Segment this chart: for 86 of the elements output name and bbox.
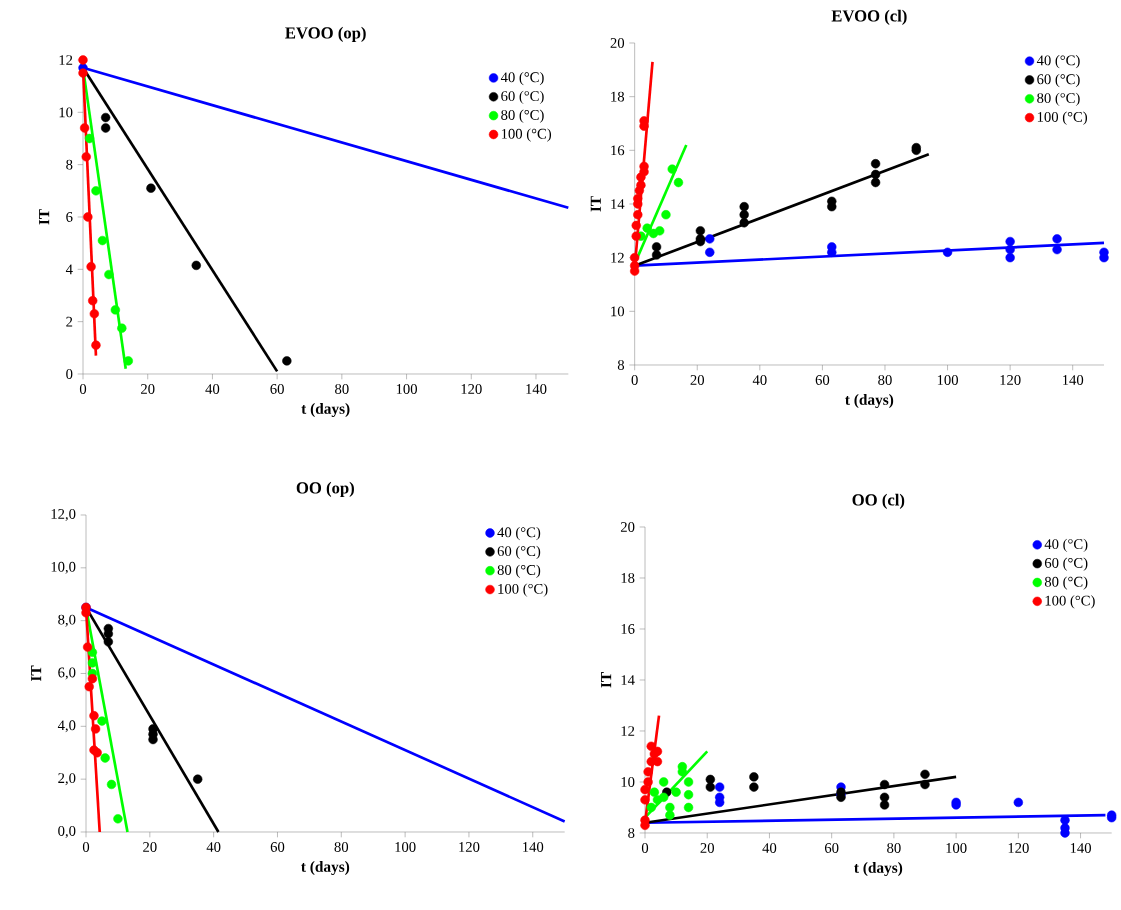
x-tick-label: 100 bbox=[937, 375, 958, 385]
x-tick-label: 60 bbox=[824, 843, 839, 853]
y-tick-label: 12 bbox=[59, 55, 73, 65]
x-tick-label: 140 bbox=[1063, 375, 1084, 385]
legend-label: 100 (°C) bbox=[1037, 111, 1088, 125]
legend-label: 40 (°C) bbox=[1044, 538, 1088, 552]
y-tick-label: 8 bbox=[617, 360, 625, 370]
y-tick-label: 8 bbox=[66, 159, 73, 170]
y-tick-label: 2,0 bbox=[58, 773, 76, 786]
x-axis-title: t (days) bbox=[301, 861, 350, 876]
y-axis-title: IT bbox=[590, 196, 601, 212]
x-tick-label: 140 bbox=[526, 384, 547, 394]
x-tick-label: 40 bbox=[752, 375, 767, 385]
x-axis-title: t (days) bbox=[845, 394, 894, 409]
y-tick-label: 2 bbox=[66, 316, 73, 327]
x-tick-label: 80 bbox=[335, 384, 349, 394]
y-tick-label: 4,0 bbox=[57, 720, 76, 733]
x-tick-label: 100 bbox=[396, 384, 417, 394]
x-tick-label: 140 bbox=[523, 842, 544, 852]
y-tick-label: 6 bbox=[66, 212, 73, 222]
y-tick-label: 12 bbox=[621, 726, 635, 736]
y-tick-label: 10,0 bbox=[51, 561, 76, 574]
y-tick-label: 4 bbox=[65, 264, 73, 275]
y-tick-label: 10 bbox=[611, 306, 625, 317]
y-tick-label: 8,0 bbox=[58, 614, 76, 627]
x-axis-title: t (days) bbox=[854, 862, 903, 877]
y-tick-label: 14 bbox=[621, 675, 635, 685]
y-tick-label: 10 bbox=[621, 777, 635, 787]
legend-label: 40 (°C) bbox=[497, 526, 541, 541]
y-tick-label: 16 bbox=[621, 624, 635, 634]
y-axis-title: IT bbox=[601, 672, 612, 688]
x-tick-label: 140 bbox=[1070, 843, 1091, 853]
x-tick-label: 20 bbox=[690, 375, 705, 385]
legend-label: 100 (°C) bbox=[498, 583, 548, 597]
legend-label: 40 (°C) bbox=[1036, 55, 1080, 69]
y-tick-label: 20 bbox=[620, 522, 635, 532]
legend-label: 100 (°C) bbox=[1045, 595, 1095, 609]
x-tick-label: 60 bbox=[815, 375, 830, 385]
chart-title: OO (cl) bbox=[852, 493, 905, 509]
legend-label: 80 (°C) bbox=[501, 109, 544, 123]
x-tick-label: 60 bbox=[270, 384, 284, 394]
legend-label: 60 (°C) bbox=[497, 545, 541, 560]
x-tick-label: 60 bbox=[270, 842, 285, 852]
y-tick-label: 8 bbox=[628, 828, 635, 838]
y-tick-label: 10 bbox=[59, 107, 73, 118]
x-tick-label: 100 bbox=[395, 842, 416, 852]
x-tick-label: 40 bbox=[205, 384, 220, 394]
y-tick-label: 18 bbox=[611, 91, 625, 102]
legend-label: 60 (°C) bbox=[1044, 557, 1088, 571]
x-tick-label: 120 bbox=[1000, 375, 1021, 385]
y-tick-label: 16 bbox=[611, 145, 625, 156]
x-tick-label: 120 bbox=[1008, 843, 1029, 853]
y-tick-label: 14 bbox=[611, 199, 625, 209]
x-tick-label: 0 bbox=[641, 843, 649, 853]
y-tick-label: 20 bbox=[610, 38, 625, 48]
y-tick-label: 18 bbox=[621, 573, 635, 583]
x-tick-label: 0 bbox=[79, 384, 87, 394]
chart-title: OO (op) bbox=[296, 481, 354, 497]
x-tick-label: 0 bbox=[82, 842, 90, 852]
y-tick-label: 0,0 bbox=[58, 825, 76, 838]
y-axis-title: IT bbox=[31, 665, 42, 682]
legend-label: 80 (°C) bbox=[1037, 92, 1080, 107]
x-tick-label: 20 bbox=[141, 384, 155, 394]
x-tick-label: 80 bbox=[878, 375, 892, 385]
chart-title: EVOO (op) bbox=[285, 26, 366, 42]
x-tick-label: 40 bbox=[206, 842, 221, 852]
legend-label: 60 (°C) bbox=[501, 90, 544, 105]
x-tick-label: 20 bbox=[143, 842, 157, 852]
y-axis-title: IT bbox=[39, 209, 50, 225]
legend-label: 100 (°C) bbox=[501, 128, 552, 142]
x-axis-title: t (days) bbox=[301, 403, 350, 418]
x-tick-label: 100 bbox=[946, 843, 967, 853]
legend-label: 80 (°C) bbox=[497, 564, 541, 578]
legend-label: 80 (°C) bbox=[1044, 576, 1088, 590]
x-tick-label: 40 bbox=[762, 843, 777, 853]
x-tick-label: 120 bbox=[461, 384, 482, 394]
y-tick-label: 12 bbox=[611, 252, 624, 263]
y-tick-label: 12,0 bbox=[51, 508, 76, 521]
x-tick-label: 20 bbox=[700, 843, 714, 853]
chart-title: EVOO (cl) bbox=[831, 9, 907, 25]
x-tick-label: 120 bbox=[459, 842, 480, 852]
y-tick-label: 6,0 bbox=[58, 667, 76, 680]
x-tick-label: 80 bbox=[334, 842, 349, 852]
legend-label: 60 (°C) bbox=[1037, 73, 1080, 88]
x-tick-label: 80 bbox=[887, 843, 901, 853]
legend-label: 40 (°C) bbox=[500, 71, 544, 86]
